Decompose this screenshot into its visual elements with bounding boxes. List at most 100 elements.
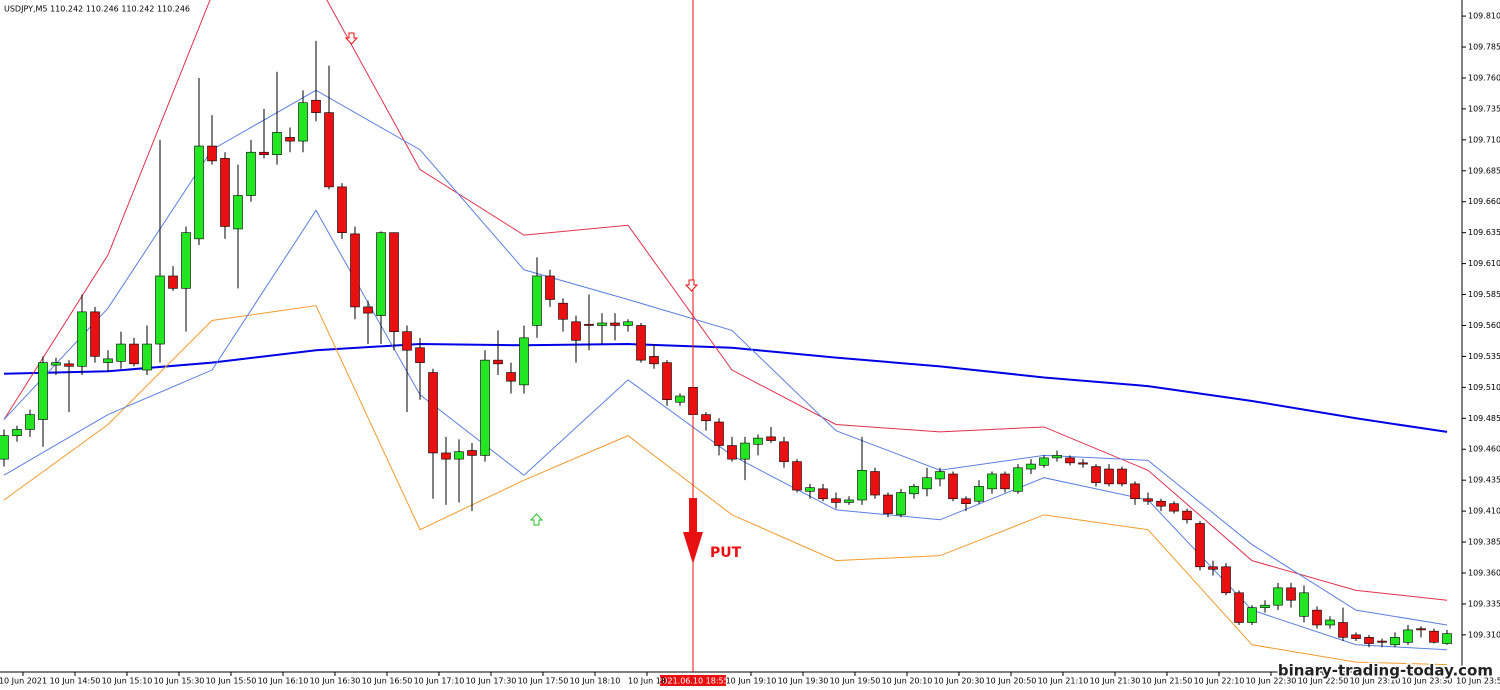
candle-body bbox=[584, 323, 594, 326]
candle-body bbox=[974, 486, 984, 502]
candle-body bbox=[38, 362, 48, 420]
y-tick-label: 109.435 bbox=[1468, 476, 1500, 485]
x-tick-label: 10 Jun 20:30 bbox=[934, 677, 985, 686]
put-arrow bbox=[683, 498, 703, 564]
x-tick-label: 10 Jun 20:10 bbox=[882, 677, 933, 686]
candle-body bbox=[103, 358, 113, 363]
candle-body bbox=[571, 321, 581, 341]
y-tick-label: 109.810 bbox=[1468, 12, 1500, 21]
candle-body bbox=[948, 473, 958, 500]
candle-body bbox=[1338, 622, 1348, 638]
candle-body bbox=[1364, 637, 1374, 644]
candle-body bbox=[636, 325, 646, 361]
candle-body bbox=[532, 275, 542, 326]
candle-body bbox=[1156, 500, 1166, 507]
candle-body bbox=[272, 132, 282, 155]
candle-body bbox=[935, 471, 945, 480]
candle-body bbox=[701, 414, 711, 422]
candle-body bbox=[454, 451, 464, 460]
candle-body bbox=[116, 343, 126, 362]
down-arrow bbox=[344, 32, 359, 45]
candle-body bbox=[753, 437, 763, 445]
candle-body bbox=[740, 442, 750, 460]
candle-body bbox=[1013, 467, 1023, 492]
x-tick-label: 10 Jun 17:50 bbox=[518, 677, 569, 686]
candle-body bbox=[220, 158, 230, 227]
y-tick-label: 109.785 bbox=[1468, 43, 1500, 52]
candle-body bbox=[961, 498, 971, 504]
candle-body bbox=[597, 322, 607, 326]
candle-body bbox=[493, 359, 503, 365]
candle-body bbox=[246, 151, 256, 196]
cursor-label: 2021.06.10 18:55 bbox=[657, 677, 728, 686]
candle-body bbox=[168, 275, 178, 289]
candle-body bbox=[363, 306, 373, 314]
y-tick-label: 109.710 bbox=[1468, 135, 1500, 144]
candle-body bbox=[77, 311, 87, 367]
candle-body bbox=[1234, 592, 1244, 623]
candle-body bbox=[1078, 462, 1088, 465]
y-tick-label: 109.385 bbox=[1468, 538, 1500, 547]
candle-body bbox=[714, 421, 724, 446]
y-tick-label: 109.585 bbox=[1468, 290, 1500, 299]
candle-body bbox=[0, 435, 9, 460]
candle-body bbox=[480, 359, 490, 456]
candle-body bbox=[285, 137, 295, 142]
candle-body bbox=[25, 414, 35, 430]
x-tick-label: 10 Jun 22:30 bbox=[1246, 677, 1297, 686]
y-tick-label: 109.685 bbox=[1468, 166, 1500, 175]
x-tick-label: 10 Jun 22:10 bbox=[1194, 677, 1245, 686]
y-tick-label: 109.510 bbox=[1468, 383, 1500, 392]
candle-body bbox=[142, 343, 152, 371]
x-tick-label: 10 Jun 16:30 bbox=[310, 677, 361, 686]
candle-body bbox=[792, 461, 802, 491]
x-tick-label: 10 Jun 22:50 bbox=[1298, 677, 1349, 686]
y-tick-label: 109.310 bbox=[1468, 630, 1500, 639]
x-tick-label: 10 Jun 21:10 bbox=[1038, 677, 1089, 686]
candle-body bbox=[545, 275, 555, 300]
candle-body bbox=[12, 429, 22, 436]
candle-body bbox=[1104, 468, 1114, 485]
candle-body bbox=[259, 151, 269, 155]
indicator-line bbox=[3, 0, 1448, 601]
candle-body bbox=[610, 322, 620, 326]
plot-area bbox=[0, 0, 1452, 666]
candle-body bbox=[558, 302, 568, 320]
candle-body bbox=[909, 486, 919, 495]
candle-body bbox=[1429, 630, 1439, 643]
x-tick-label: 10 Jun 18 bbox=[628, 677, 666, 686]
x-tick-label: 10 Jun 17:30 bbox=[466, 677, 517, 686]
header: USDJPY,M5 110.242 110.246 110.242 110.24… bbox=[4, 5, 190, 14]
candle-body bbox=[1416, 628, 1426, 631]
candle-body bbox=[194, 145, 204, 240]
x-tick-label: 10 Jun 19:30 bbox=[778, 677, 829, 686]
candle-body bbox=[1182, 510, 1192, 521]
y-tick-label: 109.410 bbox=[1468, 507, 1500, 516]
candle-body bbox=[1390, 637, 1400, 646]
x-tick-label: 10 Jun 14:50 bbox=[50, 677, 101, 686]
x-tick-label: 10 Jun 15:50 bbox=[206, 677, 257, 686]
y-tick-label: 109.460 bbox=[1468, 445, 1500, 454]
candle-body bbox=[324, 112, 334, 188]
candle-body bbox=[350, 233, 360, 308]
watermark: binary-trading-today.com bbox=[1278, 662, 1493, 680]
candle-body bbox=[1000, 473, 1010, 490]
x-tick-label: 10 Jun 23:10 bbox=[1350, 677, 1401, 686]
candle-body bbox=[155, 275, 165, 345]
signal-label: PUT bbox=[710, 545, 742, 561]
down-arrow bbox=[684, 279, 699, 292]
candle-body bbox=[376, 232, 386, 316]
indicator-line bbox=[3, 305, 1448, 666]
x-tick-label: 10 Jun 19:10 bbox=[726, 677, 777, 686]
candle-body bbox=[1091, 466, 1101, 483]
y-tick-label: 109.735 bbox=[1468, 104, 1500, 113]
candle-body bbox=[883, 494, 893, 514]
candle-body bbox=[987, 473, 997, 490]
candle-body bbox=[415, 347, 425, 363]
x-tick-label: 10 Jun 18:10 bbox=[570, 677, 621, 686]
candle-body bbox=[1312, 609, 1322, 626]
x-tick-label: 10 Jun 19:50 bbox=[830, 677, 881, 686]
candle-body bbox=[1221, 566, 1231, 594]
